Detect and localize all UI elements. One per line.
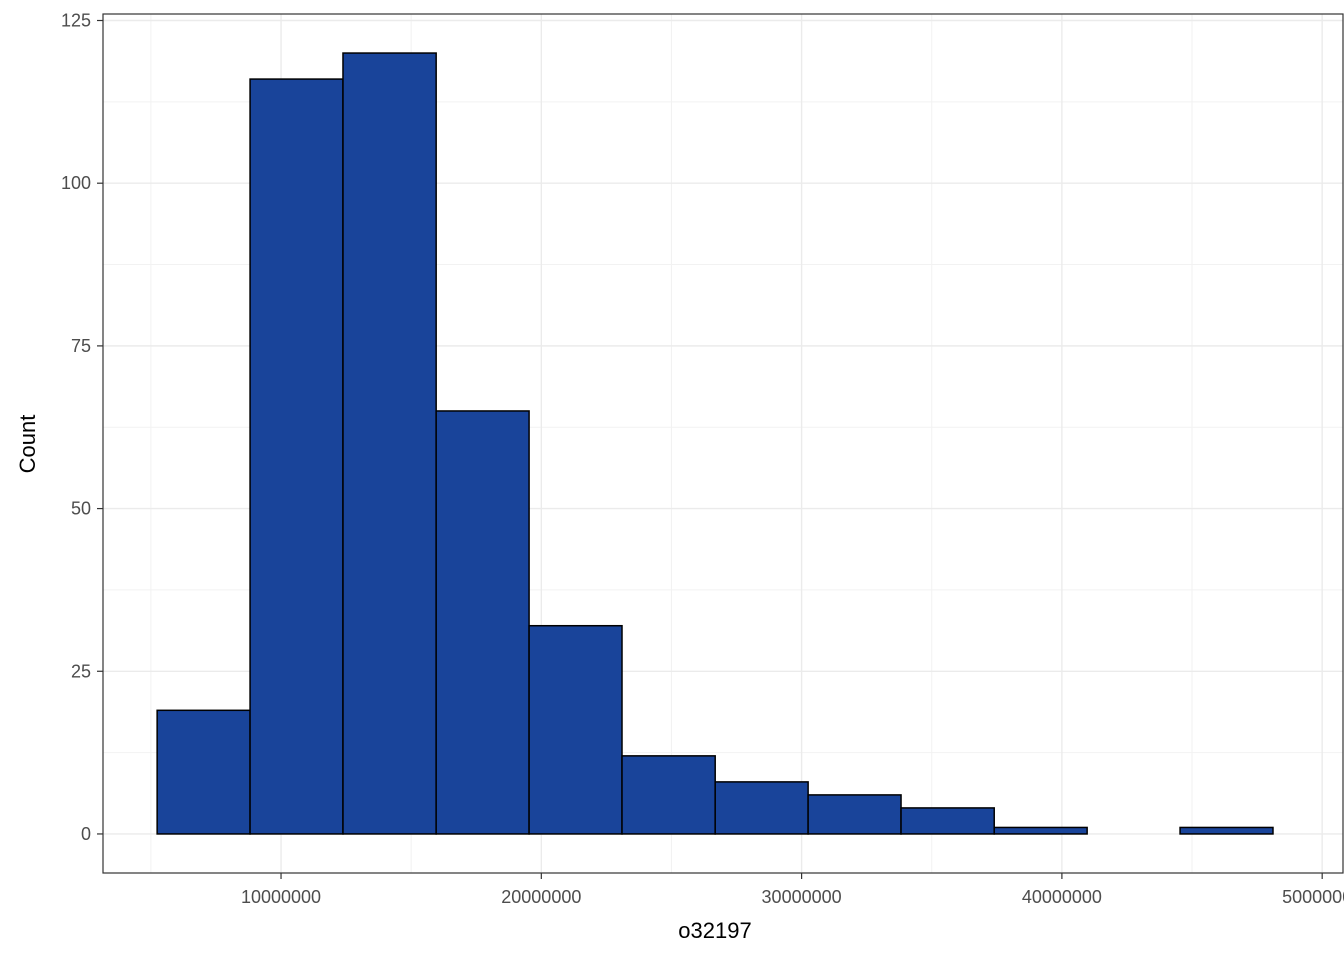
x-tick-label: 20000000 xyxy=(501,887,581,907)
y-tick-label: 125 xyxy=(61,11,91,31)
bar xyxy=(1179,826,1274,835)
x-tick-label: 10000000 xyxy=(241,887,321,907)
y-tick-label: 50 xyxy=(71,499,91,519)
y-tick-label: 75 xyxy=(71,336,91,356)
bar xyxy=(249,78,344,835)
y-tick-label: 100 xyxy=(61,173,91,193)
panel-border xyxy=(102,13,1344,874)
bar xyxy=(621,755,716,835)
y-axis-title: Count xyxy=(15,415,40,474)
bar xyxy=(435,410,530,835)
bar xyxy=(714,781,809,835)
bar xyxy=(993,826,1088,835)
bars xyxy=(156,52,1274,835)
x-tick-label: 40000000 xyxy=(1022,887,1102,907)
x-tick-label: 30000000 xyxy=(762,887,842,907)
bar xyxy=(900,807,995,835)
bar xyxy=(807,794,902,835)
bar xyxy=(342,52,437,835)
x-axis-title: o32197 xyxy=(678,918,751,943)
x-tick-label: 50000000 xyxy=(1282,887,1344,907)
y-tick-label: 25 xyxy=(71,661,91,681)
axes: 10000000 20000000 30000000 40000000 50000000… xyxy=(61,11,1344,907)
bar xyxy=(528,624,623,835)
y-tick-label: 0 xyxy=(81,824,91,844)
bar xyxy=(156,709,251,835)
